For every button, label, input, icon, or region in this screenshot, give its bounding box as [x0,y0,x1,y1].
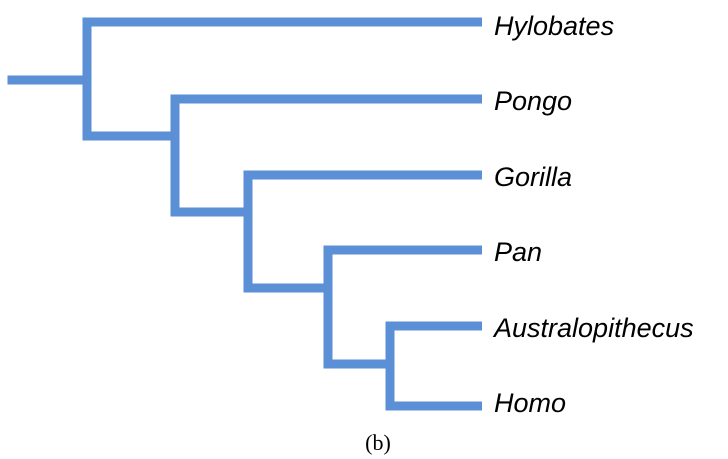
taxon-label-pan: Pan [494,237,542,267]
taxon-label-gorilla: Gorilla [494,162,572,192]
figure-caption: (b) [365,430,391,455]
taxon-label-pongo: Pongo [494,86,572,116]
taxon-label-hylobates: Hylobates [494,11,614,41]
taxon-label-homo: Homo [494,388,566,418]
tree-branches [7,17,482,411]
taxon-label-australopithecus: Australopithecus [492,313,694,343]
